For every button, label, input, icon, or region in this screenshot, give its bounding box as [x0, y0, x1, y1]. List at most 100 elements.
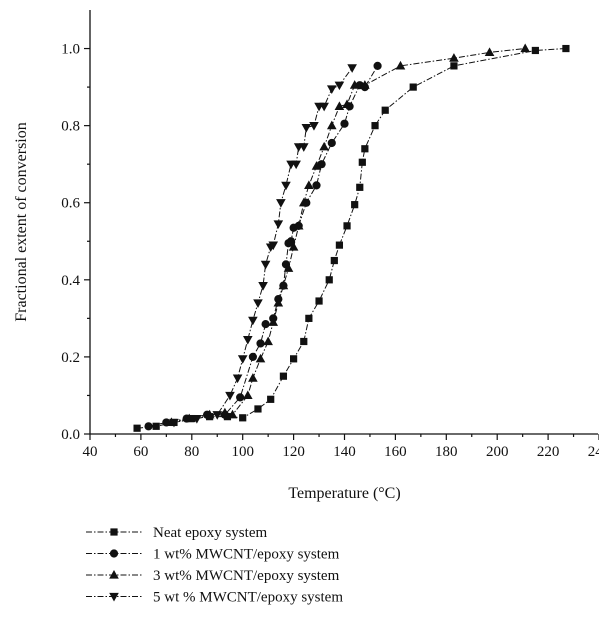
series-4-point — [281, 181, 291, 191]
x-tick-label: 60 — [133, 444, 148, 460]
series-1-point — [290, 355, 298, 363]
series-4-point — [291, 160, 301, 170]
y-tick-label: 0.0 — [61, 427, 80, 443]
series-4-point — [319, 102, 329, 112]
series-3-point — [360, 80, 370, 89]
legend-entry-4: 5 wt % MWCNT/epoxy system — [86, 590, 343, 606]
series-3-point — [349, 80, 360, 89]
series-4-point — [326, 85, 337, 95]
series-2-point — [312, 181, 321, 190]
series-4-point — [169, 418, 179, 428]
series-3-point — [273, 297, 284, 307]
x-tick-label: 100 — [231, 444, 254, 460]
legend-entry-2: 1 wt% MWCNT/epoxy system — [86, 547, 340, 563]
series-1-point — [279, 372, 288, 380]
x-tick-label: 120 — [282, 444, 305, 460]
series-2-point — [248, 352, 257, 362]
series-3-point — [304, 180, 314, 189]
series-3-point — [288, 242, 299, 251]
series-4-point — [242, 335, 253, 345]
series-2-point — [236, 393, 245, 402]
series-4-point — [212, 411, 223, 420]
series-3-point — [326, 120, 337, 130]
y-tick-label: 0.2 — [61, 350, 80, 366]
legend-marker — [110, 528, 118, 536]
series-3-point — [334, 101, 345, 110]
series-4-point — [260, 260, 271, 270]
x-tick-label: 80 — [184, 444, 199, 460]
legend-label: 5 wt % MWCNT/epoxy system — [153, 590, 343, 606]
series-1-point — [239, 414, 247, 422]
y-tick-label: 0.4 — [61, 273, 80, 289]
series-3-point — [395, 60, 406, 70]
series-1-point — [254, 405, 262, 413]
x-tick-label: 220 — [537, 444, 560, 460]
series-3-point — [319, 141, 329, 151]
series-4-point — [253, 299, 263, 308]
legend-label: 3 wt% MWCNT/epoxy system — [153, 568, 340, 584]
legend-marker — [109, 592, 119, 602]
legend-label: 1 wt% MWCNT/epoxy system — [153, 547, 340, 563]
series-3-point — [342, 99, 352, 109]
series-1-point — [267, 395, 275, 403]
series-1-point — [381, 106, 389, 114]
series-4 — [169, 64, 357, 428]
x-tick-label: 40 — [83, 444, 98, 460]
series-2-point — [373, 61, 382, 70]
series-4-point — [334, 81, 345, 91]
series-2 — [144, 61, 382, 431]
series-4-line — [173, 67, 353, 423]
series-1-point — [330, 256, 338, 265]
plot-series — [133, 43, 570, 432]
x-tick-label: 240 — [588, 444, 599, 460]
series-3-point — [278, 280, 289, 290]
series-3-point — [248, 373, 258, 382]
series-1-point — [343, 222, 351, 230]
series-4-point — [276, 199, 286, 208]
series-3-point — [311, 161, 322, 170]
series-1-point — [305, 314, 313, 322]
series-4-point — [298, 143, 309, 152]
series-3-point — [255, 353, 266, 363]
series-3-point — [449, 53, 459, 62]
series-4-point — [237, 355, 248, 364]
series-2-point — [256, 339, 265, 348]
series-4-point — [192, 414, 202, 424]
series-1-point — [358, 158, 366, 166]
series-4-point — [258, 282, 268, 291]
y-tick-label: 1.0 — [61, 42, 80, 58]
series-3-point — [484, 47, 495, 56]
legend-entry-3: 3 wt% MWCNT/epoxy system — [86, 568, 340, 584]
x-tick-label: 140 — [333, 444, 356, 460]
series-1-point — [351, 201, 359, 209]
series-4-point — [273, 220, 284, 229]
y-tick-label: 0.8 — [61, 119, 80, 135]
series-1-point — [361, 145, 369, 153]
series-1-point — [409, 83, 417, 91]
series-1-point — [315, 297, 323, 305]
legend: Neat epoxy system 1 wt% MWCNT/epoxy syste… — [86, 525, 343, 606]
legend-marker — [109, 549, 119, 558]
series-3-point — [520, 43, 530, 53]
series-1-point — [300, 337, 308, 346]
y-axis-ticks: 0.0 0.2 0.4 0.6 0.8 1.0 — [61, 42, 90, 443]
series-1-point — [562, 44, 570, 53]
series-3-point — [293, 220, 304, 230]
x-tick-label: 160 — [384, 444, 407, 460]
series-3-point — [283, 263, 294, 272]
y-tick-label: 0.6 — [61, 196, 80, 212]
series-2-point — [144, 422, 153, 431]
series-1-point — [152, 422, 160, 430]
series-4-point — [301, 123, 312, 133]
series-1-point — [325, 276, 333, 284]
x-axis-ticks: 40 60 80 100 120 140 160 180 200 220 240 — [83, 434, 599, 460]
series-4-point — [248, 316, 258, 326]
legend-label: Neat epoxy system — [153, 525, 267, 541]
series-1-point — [531, 46, 539, 55]
series-4-point — [268, 241, 279, 251]
series-3-point — [298, 197, 309, 207]
series-3 — [166, 43, 530, 427]
series-1-point — [335, 241, 344, 249]
x-axis-title: Temperature (°C) — [288, 485, 400, 502]
